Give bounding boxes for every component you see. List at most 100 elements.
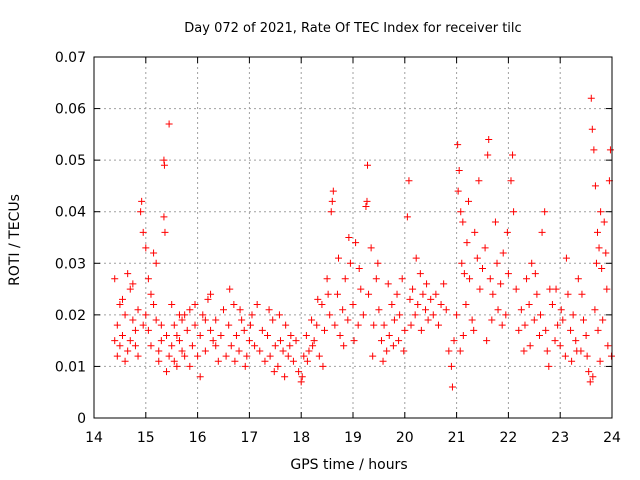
data-point [341,275,349,283]
data-point [465,197,473,205]
x-tick-label: 17 [240,430,258,446]
data-point [230,301,238,309]
data-point [401,326,409,334]
data-point [551,337,559,345]
data-point [388,301,396,309]
data-point [286,342,294,350]
data-point [298,373,306,381]
data-point [530,316,538,324]
data-point [168,301,176,309]
data-point [578,290,586,298]
data-point [139,321,147,329]
data-point [289,357,297,365]
data-point [165,352,173,360]
y-tick-label: 0.04 [55,205,86,221]
chart-title: Day 072 of 2021, Rate Of TEC Index for r… [184,21,521,36]
data-point [248,311,256,319]
data-point [318,301,326,309]
y-tick-label: 0.07 [55,50,86,66]
data-point [473,254,481,262]
data-point [126,337,134,345]
data-point [309,342,317,350]
data-point [494,306,502,314]
y-tick-label: 0.05 [55,153,86,169]
data-point [374,259,382,267]
data-point [498,321,506,329]
data-point [265,306,273,314]
data-point [111,275,119,283]
data-point [142,311,150,319]
data-point [217,331,225,339]
data-point [606,146,614,154]
data-point [483,337,491,345]
data-point [400,347,408,355]
x-tick-label: 20 [396,430,414,446]
data-point [604,342,612,350]
data-point [502,311,510,319]
data-point [468,316,476,324]
data-point [336,331,344,339]
data-point [118,295,126,303]
data-point [346,259,354,267]
data-point [261,357,269,365]
data-point [369,352,377,360]
data-point [525,301,533,309]
data-point [302,331,310,339]
data-point [170,357,178,365]
data-point [270,368,278,376]
data-point [340,342,348,350]
data-point [582,331,590,339]
data-point [150,301,158,309]
data-point [207,290,215,298]
data-point [476,285,484,293]
data-point [246,321,254,329]
data-point [329,187,337,195]
data-point [121,311,129,319]
data-point [537,311,545,319]
data-point [266,352,274,360]
data-point [315,352,323,360]
data-point [493,259,501,267]
data-point [175,337,183,345]
data-point [479,264,486,272]
data-point [592,259,600,267]
data-point [538,228,546,236]
data-point [442,306,450,314]
data-point [256,347,264,355]
data-point [168,342,176,350]
data-point [454,141,462,149]
data-point [460,270,468,278]
data-point [327,208,335,216]
data-point [462,301,470,309]
data-point [281,373,289,381]
data-point [186,362,194,370]
data-point [314,295,322,303]
data-point [355,264,363,272]
data-point [594,326,602,334]
data-point [585,368,593,376]
data-point [568,357,576,365]
data-point [440,280,448,288]
data-point [510,208,518,216]
data-point [599,316,607,324]
data-point [504,270,512,278]
data-point [405,177,413,185]
data-point [363,197,371,205]
data-point [269,316,277,324]
data-point [574,275,582,283]
x-tick-label: 22 [499,430,517,446]
data-point [264,331,272,339]
data-point [345,234,353,241]
data-point [384,280,392,288]
data-point [235,347,243,355]
data-point [455,166,463,174]
data-point [137,208,145,216]
data-point [199,311,207,319]
data-point [295,368,303,376]
grid-lines [94,57,612,418]
data-point [160,161,168,169]
data-point [424,316,432,324]
x-tick-label: 19 [344,430,362,446]
data-point [419,290,427,298]
data-point [271,342,279,350]
